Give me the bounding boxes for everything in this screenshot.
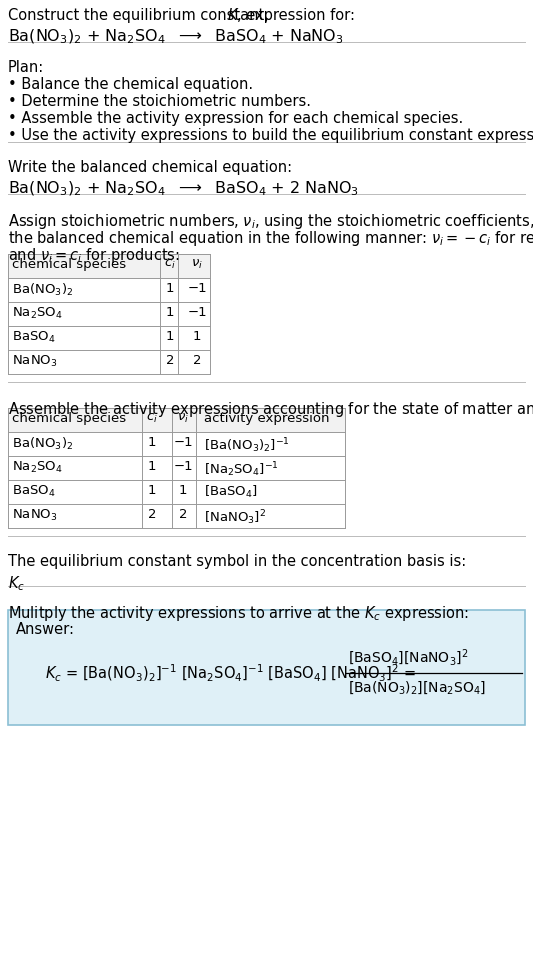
Text: • Determine the stoichiometric numbers.: • Determine the stoichiometric numbers. (8, 94, 311, 109)
Text: [Ba(NO$_3$)$_2$][Na$_2$SO$_4$]: [Ba(NO$_3$)$_2$][Na$_2$SO$_4$] (348, 680, 486, 696)
Text: 1: 1 (166, 306, 174, 319)
Text: Na$_2$SO$_4$: Na$_2$SO$_4$ (12, 306, 63, 321)
Text: BaSO$_4$: BaSO$_4$ (12, 330, 55, 345)
Bar (8, 432, 345, 456)
Text: the balanced chemical equation in the following manner: $\nu_i = -c_i$ for react: the balanced chemical equation in the fo… (8, 229, 533, 248)
Bar (8, 408, 345, 432)
Text: [Ba(NO$_3$)$_2$]$^{-1}$: [Ba(NO$_3$)$_2$]$^{-1}$ (204, 436, 290, 455)
Text: The equilibrium constant symbol in the concentration basis is:: The equilibrium constant symbol in the c… (8, 554, 466, 569)
Text: • Use the activity expressions to build the equilibrium constant expression.: • Use the activity expressions to build … (8, 128, 533, 143)
Text: [BaSO$_4$][NaNO$_3$]$^2$: [BaSO$_4$][NaNO$_3$]$^2$ (348, 647, 469, 668)
Text: NaNO$_3$: NaNO$_3$ (12, 508, 58, 523)
Text: 1: 1 (166, 330, 174, 343)
Bar (8, 254, 210, 278)
Bar (8, 480, 345, 504)
FancyBboxPatch shape (8, 610, 525, 725)
Text: Ba(NO$_3$)$_2$: Ba(NO$_3$)$_2$ (12, 282, 74, 298)
Text: Write the balanced chemical equation:: Write the balanced chemical equation: (8, 160, 292, 175)
Text: activity expression: activity expression (204, 412, 329, 425)
Text: $\nu_i$: $\nu_i$ (191, 258, 203, 271)
Bar (8, 302, 210, 326)
Bar (8, 504, 345, 528)
Text: chemical species: chemical species (12, 412, 126, 425)
Text: $K_c$ = [Ba(NO$_3$)$_2$]$^{-1}$ [Na$_2$SO$_4$]$^{-1}$ [BaSO$_4$] [NaNO$_3$]$^2$ : $K_c$ = [Ba(NO$_3$)$_2$]$^{-1}$ [Na$_2$S… (45, 663, 416, 684)
Text: 1: 1 (148, 460, 156, 473)
Text: [BaSO$_4$]: [BaSO$_4$] (204, 484, 258, 500)
Text: 1: 1 (166, 282, 174, 295)
Text: Mulitply the activity expressions to arrive at the $K_c$ expression:: Mulitply the activity expressions to arr… (8, 604, 469, 623)
Text: −1: −1 (173, 436, 193, 449)
Bar (8, 350, 210, 374)
Text: NaNO$_3$: NaNO$_3$ (12, 354, 58, 369)
Bar (8, 278, 210, 302)
Text: $c_i$: $c_i$ (164, 258, 176, 271)
Text: and $\nu_i = c_i$ for products:: and $\nu_i = c_i$ for products: (8, 246, 180, 265)
Text: Na$_2$SO$_4$: Na$_2$SO$_4$ (12, 460, 63, 475)
Text: Construct the equilibrium constant,: Construct the equilibrium constant, (8, 8, 273, 23)
Text: • Balance the chemical equation.: • Balance the chemical equation. (8, 77, 253, 92)
Bar (8, 456, 345, 480)
Text: 2: 2 (193, 354, 201, 367)
Text: 1: 1 (179, 484, 187, 497)
Text: 2: 2 (166, 354, 174, 367)
Text: $K_c$: $K_c$ (8, 574, 25, 593)
Text: BaSO$_4$: BaSO$_4$ (12, 484, 55, 499)
Text: [Na$_2$SO$_4$]$^{-1}$: [Na$_2$SO$_4$]$^{-1}$ (204, 460, 279, 479)
Text: −1: −1 (187, 306, 207, 319)
Text: Assemble the activity expressions accounting for the state of matter and $\nu_i$: Assemble the activity expressions accoun… (8, 400, 533, 419)
Text: 1: 1 (148, 436, 156, 449)
Text: −1: −1 (187, 282, 207, 295)
Text: [NaNO$_3$]$^2$: [NaNO$_3$]$^2$ (204, 508, 266, 526)
Text: chemical species: chemical species (12, 258, 126, 271)
Bar (8, 326, 210, 350)
Text: $\nu_i$: $\nu_i$ (177, 412, 189, 425)
Text: Assign stoichiometric numbers, $\nu_i$, using the stoichiometric coefficients, $: Assign stoichiometric numbers, $\nu_i$, … (8, 212, 533, 231)
Text: , expression for:: , expression for: (237, 8, 355, 23)
Text: • Assemble the activity expression for each chemical species.: • Assemble the activity expression for e… (8, 111, 463, 126)
Text: 1: 1 (148, 484, 156, 497)
Text: 2: 2 (179, 508, 187, 521)
Text: 1: 1 (193, 330, 201, 343)
Text: 2: 2 (148, 508, 156, 521)
Text: Ba(NO$_3$)$_2$ + Na$_2$SO$_4$  $\longrightarrow$  BaSO$_4$ + 2 NaNO$_3$: Ba(NO$_3$)$_2$ + Na$_2$SO$_4$ $\longrigh… (8, 180, 359, 199)
Text: $c_i$: $c_i$ (146, 412, 158, 425)
Text: K: K (228, 8, 238, 23)
Text: −1: −1 (173, 460, 193, 473)
Text: Ba(NO$_3$)$_2$ + Na$_2$SO$_4$  $\longrightarrow$  BaSO$_4$ + NaNO$_3$: Ba(NO$_3$)$_2$ + Na$_2$SO$_4$ $\longrigh… (8, 28, 344, 46)
Text: Answer:: Answer: (16, 622, 75, 637)
Text: Ba(NO$_3$)$_2$: Ba(NO$_3$)$_2$ (12, 436, 74, 452)
Text: Plan:: Plan: (8, 60, 44, 75)
